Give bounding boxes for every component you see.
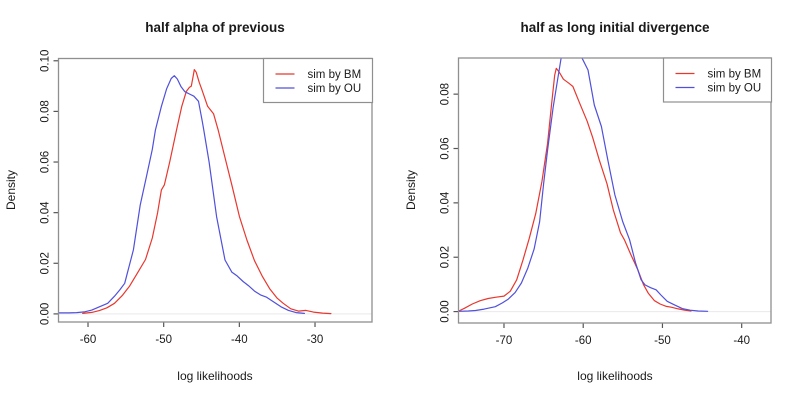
x-tick-label: -70 [496,335,513,347]
legend: sim by BM sim by OU [662,57,773,103]
x-tick-label: -50 [654,335,671,347]
legend-label: sim by BM [308,69,362,81]
plot-area-right: -70 -60 -50 -40 0.00 0.02 0.04 0.06 0.08 sim by B… [440,57,773,347]
panel-right: half as long initial divergence log like… [404,20,773,383]
panel-left: half alpha of previous log likelihoods D… [4,20,374,383]
series-line-sim-by-ou [58,75,305,314]
y-tick-label: 0.02 [40,252,52,274]
panel-left-xlabel: log likelihoods [177,369,252,383]
series-group [458,58,709,312]
legend: sim by BM sim by OU [262,57,374,104]
panel-left-title: half alpha of previous [145,20,285,35]
legend-label: sim by OU [708,83,762,95]
series-line-sim-by-bm [458,67,692,312]
legend-label: sim by BM [708,69,762,81]
y-tick-label: 0.00 [40,303,52,325]
plot-area-left: -60 -50 -40 -30 0.00 0.02 0.04 0.06 0.08 0.10 sim … [40,50,374,346]
y-tick-label: 0.08 [40,100,52,122]
x-tick-label: -40 [733,335,750,347]
y-tick-label: 0.08 [440,83,452,105]
series-line-sim-by-ou [458,58,709,312]
plot-frame [57,57,373,323]
legend-box [662,57,773,103]
panel-right-title: half as long initial divergence [520,20,710,35]
x-tick-label: -60 [80,334,97,346]
panel-left-ylabel: Density [4,170,18,210]
y-tick-label: 0.10 [40,50,52,72]
legend-label: sim by OU [308,83,362,95]
legend-box [262,57,374,104]
panel-right-xlabel: log likelihoods [577,369,652,383]
x-tick-label: -40 [231,334,248,346]
y-tick-label: 0.04 [440,191,452,214]
y-tick-label: 0.06 [440,137,452,159]
y-tick-label: 0.04 [40,201,52,224]
x-tick-label: -30 [307,334,324,346]
plot-frame [457,57,772,324]
x-tick-label: -50 [155,334,172,346]
series-group [58,69,332,315]
y-tick-label: 0.00 [440,300,452,322]
y-tick-label: 0.06 [40,151,52,173]
series-line-sim-by-bm [82,69,332,315]
x-tick-label: -60 [575,335,592,347]
panel-right-ylabel: Density [404,170,418,210]
y-tick-label: 0.02 [440,246,452,268]
